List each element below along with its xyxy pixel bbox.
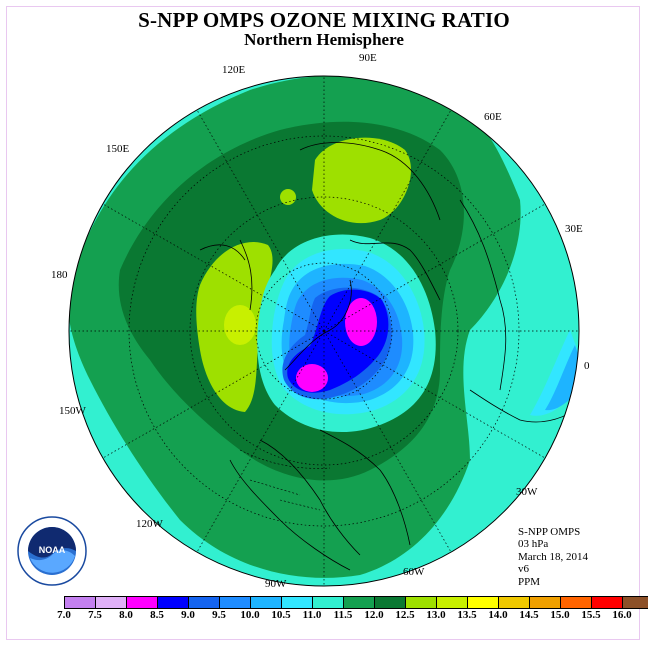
colorbar-tick-label: 13.5 xyxy=(457,609,477,621)
lon-label-60e: 60E xyxy=(484,111,502,123)
colorbar-tick-label: 8.0 xyxy=(119,609,133,621)
colorbar-swatch xyxy=(561,597,592,608)
colorbar-tick-label: 13.0 xyxy=(426,609,446,621)
info-level: 03 hPa xyxy=(518,538,549,551)
colorbar-swatch xyxy=(623,597,648,608)
info-units: PPM xyxy=(518,575,541,588)
political-borders xyxy=(239,449,331,511)
ozone-band-13-west xyxy=(224,305,256,345)
colorbar-swatch xyxy=(468,597,499,608)
colorbar-swatch xyxy=(220,597,251,608)
lon-label-60w: 60W xyxy=(403,566,425,578)
colorbar-swatch xyxy=(127,597,158,608)
colorbar-tick-label: 10.5 xyxy=(271,609,291,621)
colorbar-swatch xyxy=(530,597,561,608)
colorbar-tick-label: 12.5 xyxy=(395,609,415,621)
coastlines xyxy=(199,142,576,571)
noaa-logo: NOAA xyxy=(17,516,87,586)
colorbar-tick-label: 7.0 xyxy=(57,609,71,621)
lon-label-150w: 150W xyxy=(59,405,86,417)
colorbar-tick-label: 9.0 xyxy=(181,609,195,621)
lon-label-150e: 150E xyxy=(106,143,130,155)
info-block: S-NPP OMPS 03 hPa March 18, 2014 v6 PPM xyxy=(518,526,588,588)
colorbar-tick-label: 16.0 xyxy=(612,609,632,621)
ozone-band-8-east xyxy=(345,298,377,346)
colorbar-tick-label: 15.5 xyxy=(581,609,601,621)
lon-label-90e: 90E xyxy=(359,52,377,64)
colorbar-swatch xyxy=(96,597,127,608)
colorbar-swatch xyxy=(406,597,437,608)
lon-label-30e: 30E xyxy=(565,223,583,235)
colorbar xyxy=(64,596,648,609)
colorbar-tick-label: 15.0 xyxy=(550,609,570,621)
colorbar-swatch xyxy=(313,597,344,608)
colorbar-swatch xyxy=(158,597,189,608)
graticule xyxy=(69,76,579,586)
colorbar-swatch xyxy=(344,597,375,608)
colorbar-swatch xyxy=(251,597,282,608)
colorbar-swatch xyxy=(189,597,220,608)
lon-label-180: 180 xyxy=(51,269,68,281)
ozone-band-8-west xyxy=(296,364,328,392)
info-date: March 18, 2014 xyxy=(518,550,588,563)
info-version: v6 xyxy=(518,563,529,576)
colorbar-tick-label: 8.5 xyxy=(150,609,164,621)
colorbar-tick-label: 11.5 xyxy=(333,609,353,621)
map-outline xyxy=(68,75,580,587)
ozone-band-12-5-small xyxy=(280,189,296,205)
lon-label-30w: 30W xyxy=(516,486,538,498)
page-subtitle: Northern Hemisphere xyxy=(244,30,404,49)
colorbar-swatch xyxy=(375,597,406,608)
info-instrument: S-NPP OMPS xyxy=(518,526,581,538)
colorbar-tick-label: 9.5 xyxy=(212,609,226,621)
figure-frame xyxy=(6,6,640,640)
lon-label-120w: 120W xyxy=(136,518,163,530)
colorbar-tick-label: 14.5 xyxy=(519,609,539,621)
colorbar-tick-label: 10.0 xyxy=(240,609,260,621)
ozone-band-10-east xyxy=(545,345,579,411)
lon-label-120e: 120E xyxy=(222,64,246,76)
logo-text: NOAA xyxy=(39,545,66,555)
colorbar-tick-label: 7.5 xyxy=(88,609,102,621)
colorbar-tick-label: 12.0 xyxy=(364,609,384,621)
colorbar-swatch xyxy=(437,597,468,608)
colorbar-swatch xyxy=(592,597,623,608)
colorbar-swatch xyxy=(499,597,530,608)
lon-label-0: 0 xyxy=(584,360,590,372)
colorbar-swatch xyxy=(65,597,96,608)
colorbar-tick-label: 11.0 xyxy=(302,609,322,621)
colorbar-ticks: 7.0 7.5 8.0 8.5 9.0 9.5 10.0 10.5 11.0 11.5 12.0 12… xyxy=(57,609,632,623)
colorbar-tick-label: 14.0 xyxy=(488,609,508,621)
colorbar-swatch xyxy=(282,597,313,608)
ozone-band-12-5-north xyxy=(312,137,411,224)
lon-label-90w: 90W xyxy=(265,578,287,590)
page-title: S-NPP OMPS OZONE MIXING RATIO xyxy=(138,8,510,32)
